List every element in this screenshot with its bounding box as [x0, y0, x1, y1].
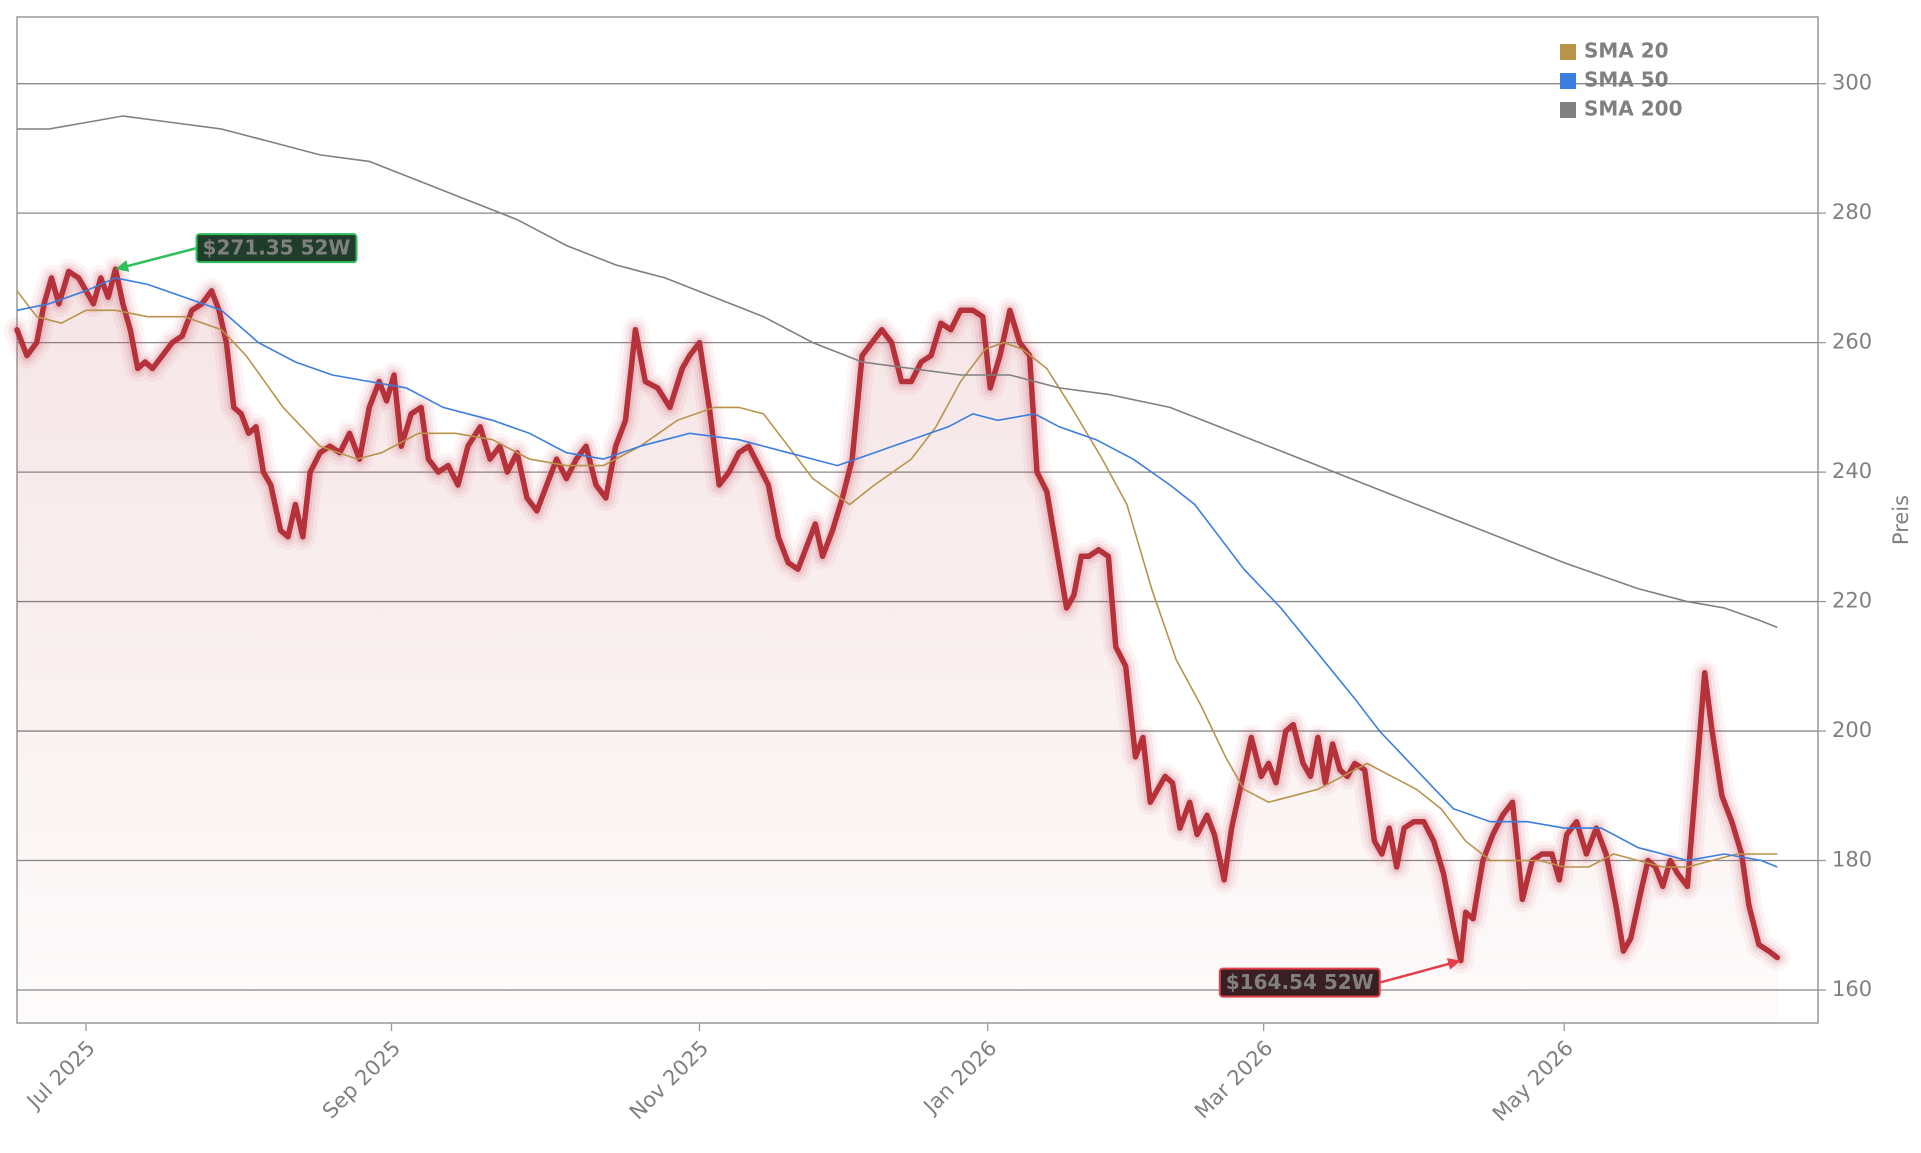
x-tick-label: Sep 2025	[318, 1036, 405, 1123]
legend-label: SMA 200	[1584, 97, 1683, 121]
legend-swatch	[1560, 102, 1576, 118]
legend-label: SMA 20	[1584, 39, 1669, 63]
annotation-arrow	[122, 246, 197, 269]
legend-label: SMA 50	[1584, 68, 1669, 92]
annotation-arrowhead	[1446, 958, 1461, 970]
legend-swatch	[1560, 73, 1576, 89]
annotation-label: $164.54 52W	[1226, 970, 1374, 994]
annotation-arrow	[1379, 961, 1454, 984]
x-tick-label: Jan 2026	[918, 1036, 1002, 1120]
x-tick-label: Nov 2025	[625, 1036, 713, 1124]
annotation-arrowhead	[115, 260, 130, 272]
y-tick-label: 160	[1832, 977, 1872, 1001]
legend-swatch	[1560, 44, 1576, 60]
y-tick-label: 200	[1832, 718, 1872, 742]
sma-line	[17, 115, 1778, 629]
y-tick-label: 220	[1832, 589, 1872, 613]
x-tick-label: Jul 2025	[21, 1036, 100, 1115]
y-tick-label: 260	[1832, 330, 1872, 354]
y-tick-label: 300	[1832, 71, 1872, 95]
y-axis-label: Preis	[1889, 495, 1913, 545]
y-tick-label: 240	[1832, 459, 1872, 483]
x-tick-label: May 2026	[1488, 1036, 1578, 1126]
annotation-label: $271.35 52W	[203, 236, 351, 260]
sma-line	[16, 290, 1778, 868]
y-tick-label: 180	[1832, 848, 1872, 872]
price-area	[17, 269, 1778, 1024]
sma-line	[16, 277, 1778, 868]
x-tick-label: Mar 2026	[1190, 1036, 1278, 1124]
y-tick-label: 280	[1832, 200, 1872, 224]
